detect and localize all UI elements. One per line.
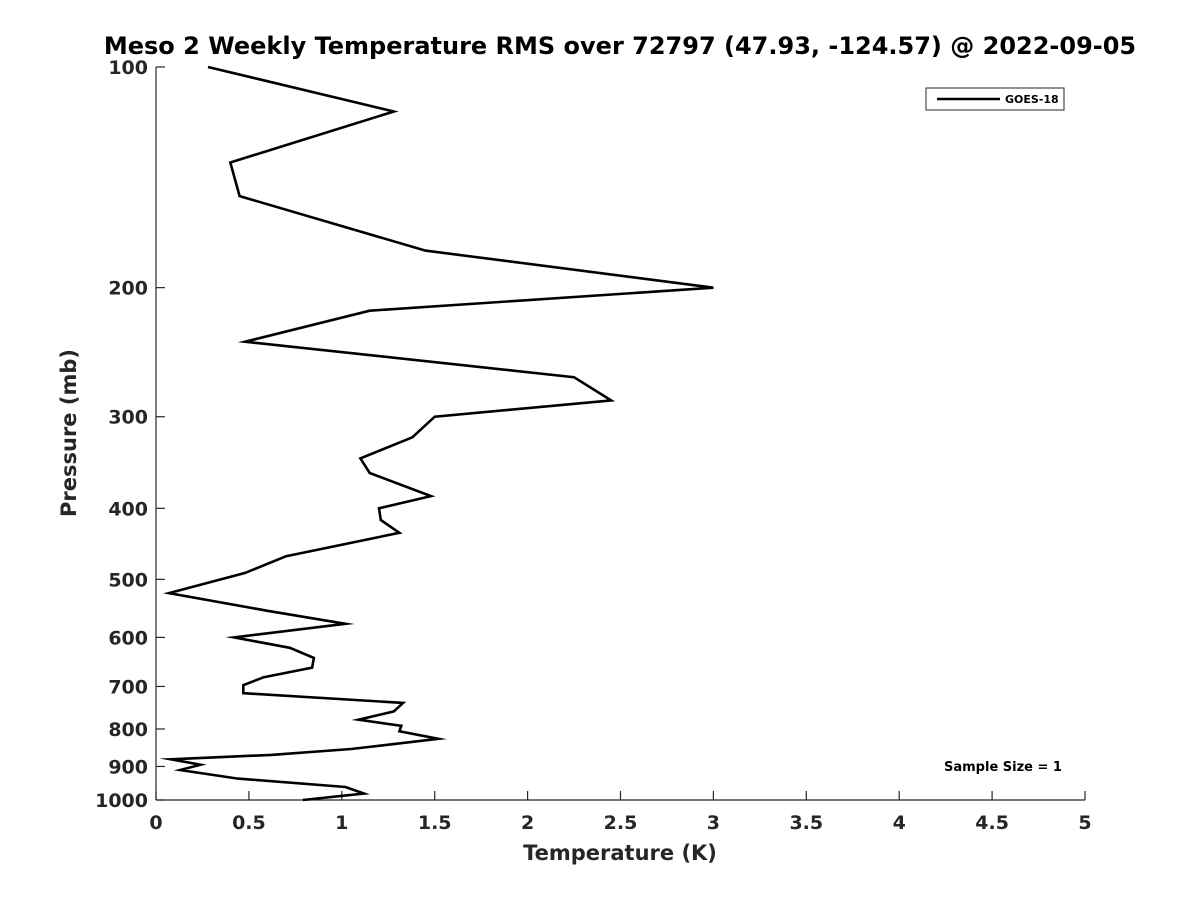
y-tick-label: 600 <box>108 627 148 649</box>
y-ticks: 100 200 300 400 500 600 700 800 900 1000 <box>95 57 165 812</box>
x-tick-label: 2 <box>521 812 534 834</box>
y-axis-label: Pressure (mb) <box>57 349 81 517</box>
x-tick-label: 1.5 <box>418 812 452 834</box>
x-tick-label: 4.5 <box>975 812 1009 834</box>
x-tick-label: 3.5 <box>789 812 823 834</box>
x-axis-label: Temperature (K) <box>523 841 717 865</box>
series-layer <box>159 65 714 802</box>
x-tick-label: 2.5 <box>604 812 638 834</box>
y-tick-label: 300 <box>108 407 148 429</box>
y-tick-label: 400 <box>108 498 148 520</box>
legend: GOES-18 <box>925 87 1065 111</box>
plot-area: 0 0.5 1 1.5 2 2.5 3 3.5 4 4.5 5 100 200 300 400 500 600… <box>95 57 1092 834</box>
x-tick-label: 3 <box>707 812 720 834</box>
legend-label-goes-18: GOES-18 <box>1005 93 1059 106</box>
x-tick-label: 5 <box>1078 812 1091 834</box>
y-tick-label: 500 <box>108 569 148 591</box>
y-tick-label: 100 <box>108 57 148 79</box>
y-tick-label: 700 <box>108 676 148 698</box>
y-tick-label: 1000 <box>95 790 148 812</box>
chart-title: Meso 2 Weekly Temperature RMS over 72797… <box>104 32 1136 60</box>
series-line-goes-18 <box>159 65 714 802</box>
y-tick-label: 800 <box>108 719 148 741</box>
sample-size-annotation: Sample Size = 1 <box>944 760 1062 775</box>
x-tick-label: 1 <box>335 812 348 834</box>
x-tick-label: 0 <box>149 812 162 834</box>
y-tick-label: 900 <box>108 756 148 778</box>
x-tick-label: 0.5 <box>232 812 266 834</box>
y-tick-label: 200 <box>108 278 148 300</box>
x-tick-label: 4 <box>893 812 906 834</box>
x-ticks: 0 0.5 1 1.5 2 2.5 3 3.5 4 4.5 5 <box>149 791 1092 834</box>
